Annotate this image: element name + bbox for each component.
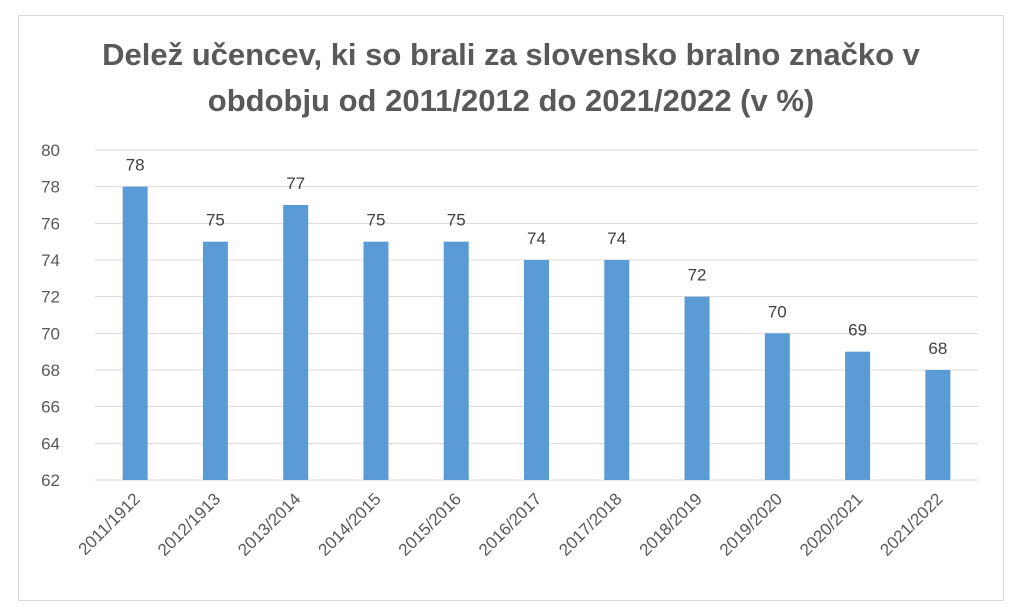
bar-2019/2020 [764, 333, 790, 480]
x-tick-label: 2019/2020 [716, 489, 786, 559]
data-label: 77 [286, 174, 305, 193]
bar-2012/1913 [202, 241, 228, 480]
data-label: 68 [928, 339, 947, 358]
y-tick-label: 74 [41, 251, 60, 270]
bar-2011/1912 [122, 186, 148, 480]
bar-2017/2018 [604, 260, 630, 480]
y-axis: 62 64 66 68 70 72 74 76 78 80 [41, 141, 60, 490]
data-label: 75 [447, 211, 466, 230]
data-label: 74 [607, 229, 626, 248]
data-labels: 78 75 77 75 75 74 74 72 70 69 68 [126, 156, 948, 358]
bar-2016/2017 [524, 260, 549, 480]
x-tick-label: 2018/2019 [636, 489, 706, 559]
data-label: 75 [206, 211, 225, 230]
data-label: 74 [527, 229, 546, 248]
chart-title: Delež učencev, ki so brali za slovensko … [18, 32, 1004, 124]
bar-2018/2019 [684, 296, 710, 480]
y-tick-label: 76 [41, 214, 60, 233]
data-label: 78 [126, 156, 145, 175]
data-label: 69 [848, 321, 867, 340]
chart-frame [18, 15, 1004, 601]
y-tick-label: 78 [41, 178, 60, 197]
x-tick-label: 2020/2021 [796, 489, 866, 559]
bar-2020/2021 [845, 351, 871, 480]
data-label: 75 [366, 211, 385, 230]
data-label: 70 [768, 302, 787, 321]
y-tick-label: 72 [41, 288, 60, 307]
chart-title-line-1: Delež učencev, ki so brali za slovensko … [102, 37, 920, 72]
bar-2013/2014 [283, 205, 309, 480]
y-tick-label: 66 [41, 398, 60, 417]
bar-2015/2016 [443, 241, 469, 480]
x-tick-label: 2011/1912 [75, 489, 144, 558]
bars [122, 186, 951, 480]
x-axis: 2011/1912 2012/1913 2013/2014 2014/2015 2015… [75, 489, 947, 559]
y-tick-label: 68 [41, 361, 60, 380]
bar-2014/2015 [363, 241, 389, 480]
y-tick-label: 70 [41, 324, 60, 343]
x-tick-label: 2014/2015 [315, 489, 385, 559]
x-tick-label: 2012/1913 [154, 489, 224, 559]
chart-title-line-2: obdobju od 2011/2012 do 2021/2022 (v %) [207, 83, 815, 118]
x-tick-label: 2017/2018 [555, 489, 625, 559]
data-label: 72 [688, 266, 707, 285]
y-tick-label: 80 [41, 141, 60, 160]
y-tick-label: 62 [41, 471, 60, 490]
x-tick-label: 2021/2022 [876, 489, 946, 559]
y-tick-label: 64 [41, 434, 60, 453]
bar-2021/2022 [925, 370, 951, 480]
x-tick-label: 2016/2017 [475, 489, 545, 559]
x-tick-label: 2013/2014 [234, 489, 304, 559]
x-tick-label: 2015/2016 [395, 489, 465, 559]
